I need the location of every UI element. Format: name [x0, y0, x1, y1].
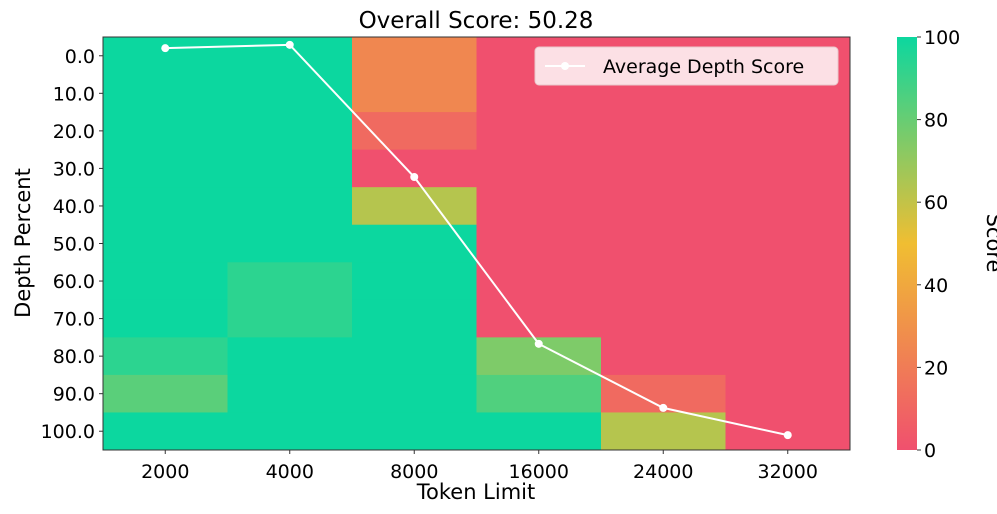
heatmap-cell — [227, 187, 353, 226]
heatmap-cell — [725, 112, 851, 151]
colorbar-tick-label: 0 — [924, 440, 936, 462]
heatmap-cell — [601, 262, 726, 301]
heatmap-cell — [352, 337, 477, 376]
heatmap-cell — [725, 337, 851, 376]
heatmap-cell — [601, 187, 726, 226]
heatmap-cell — [601, 412, 726, 451]
x-tick-label: 2000 — [141, 461, 189, 483]
y-tick-label: 50.0 — [53, 234, 95, 256]
heatmap-cell — [103, 37, 228, 76]
heatmap-cell — [476, 412, 602, 451]
colorbar-tick-label: 60 — [924, 192, 948, 214]
legend-label: Average Depth Score — [603, 56, 804, 78]
heatmap-cell — [227, 299, 353, 338]
heatmap-cell — [476, 262, 602, 301]
heatmap-cell — [601, 112, 726, 151]
y-tick-label: 90.0 — [53, 384, 95, 406]
y-tick-label: 70.0 — [53, 309, 95, 331]
chart-title: Overall Score: 50.28 — [359, 8, 594, 34]
average-line — [165, 43, 788, 437]
y-tick-label: 60.0 — [53, 271, 95, 293]
average-point — [285, 40, 294, 49]
x-tick-label: 24000 — [633, 461, 693, 483]
heatmap-cell — [103, 374, 228, 413]
heatmap-cell — [227, 224, 353, 263]
y-tick-label: 0.0 — [65, 46, 95, 68]
heatmap-cell — [103, 187, 228, 226]
heatmap-cell — [476, 112, 602, 151]
legend-box — [534, 46, 839, 86]
heatmap-cell — [352, 262, 477, 301]
heatmap-cell — [725, 149, 851, 188]
x-axis-label: Token Limit — [416, 480, 535, 504]
heatmap-cell — [352, 112, 477, 151]
x-tick-label: 8000 — [390, 461, 438, 483]
heatmap-cell — [601, 224, 726, 263]
heatmap-cell — [352, 74, 477, 113]
y-tick-label: 10.0 — [53, 83, 95, 105]
heatmap-cell — [352, 37, 477, 76]
heatmap-cell — [725, 262, 851, 301]
heatmap-cell — [103, 337, 228, 376]
heatmap-cell — [725, 187, 851, 226]
heatmap-cell — [352, 224, 477, 263]
x-tick-label: 32000 — [758, 461, 818, 483]
heatmap-cell — [352, 412, 477, 451]
heatmap-cell — [725, 224, 851, 263]
average-point — [161, 44, 170, 53]
heatmap-cell — [227, 149, 353, 188]
average-point — [659, 403, 668, 412]
heatmap-cell — [476, 224, 602, 263]
average-point — [534, 339, 543, 348]
heatmap-cell — [601, 337, 726, 376]
average-point — [410, 173, 419, 182]
y-tick-label: 20.0 — [53, 121, 95, 143]
heatmap-cell — [103, 74, 228, 113]
heatmap-cell — [352, 149, 477, 188]
heatmap-cell — [103, 262, 228, 301]
heatmap-cell — [227, 412, 353, 451]
heatmap-cell — [352, 299, 477, 338]
heatmap-cell — [725, 374, 851, 413]
colorbar-tick-label: 100 — [924, 27, 960, 49]
heatmap-cell — [352, 187, 477, 226]
heatmap-cell — [227, 262, 353, 301]
heatmap-cell — [476, 374, 602, 413]
heatmap-cell — [227, 374, 353, 413]
heatmap-cell — [227, 74, 353, 113]
heatmap-cell — [103, 149, 228, 188]
legend-point-marker — [561, 62, 569, 70]
heatmap-cell — [352, 374, 477, 413]
x-tick-label: 4000 — [266, 461, 314, 483]
colorbar-tick-label: 20 — [924, 357, 948, 379]
heatmap-cell — [476, 299, 602, 338]
heatmap-cell — [725, 299, 851, 338]
heatmap-cell — [103, 224, 228, 263]
heatmap-cell — [103, 412, 228, 451]
heatmap-cell — [601, 149, 726, 188]
heatmap-cell — [476, 149, 602, 188]
heatmap-cell — [227, 112, 353, 151]
colorbar-label: Score — [982, 214, 997, 273]
y-tick-label: 40.0 — [53, 196, 95, 218]
legend: Average Depth Score — [534, 46, 839, 86]
y-tick-label: 80.0 — [53, 346, 95, 368]
heatmap-cell — [601, 299, 726, 338]
colorbar — [897, 37, 917, 450]
heatmap-cell — [227, 337, 353, 376]
y-tick-label: 100.0 — [41, 421, 95, 443]
x-tick-label: 16000 — [509, 461, 569, 483]
colorbar-tick-label: 40 — [924, 275, 948, 297]
colorbar-tick-label: 80 — [924, 110, 948, 132]
heatmap-cell — [103, 299, 228, 338]
average-point — [783, 431, 792, 440]
y-tick-label: 30.0 — [53, 158, 95, 180]
heatmap-cell — [103, 112, 228, 151]
y-axis-label: Depth Percent — [11, 168, 35, 318]
heatmap-cell — [476, 187, 602, 226]
